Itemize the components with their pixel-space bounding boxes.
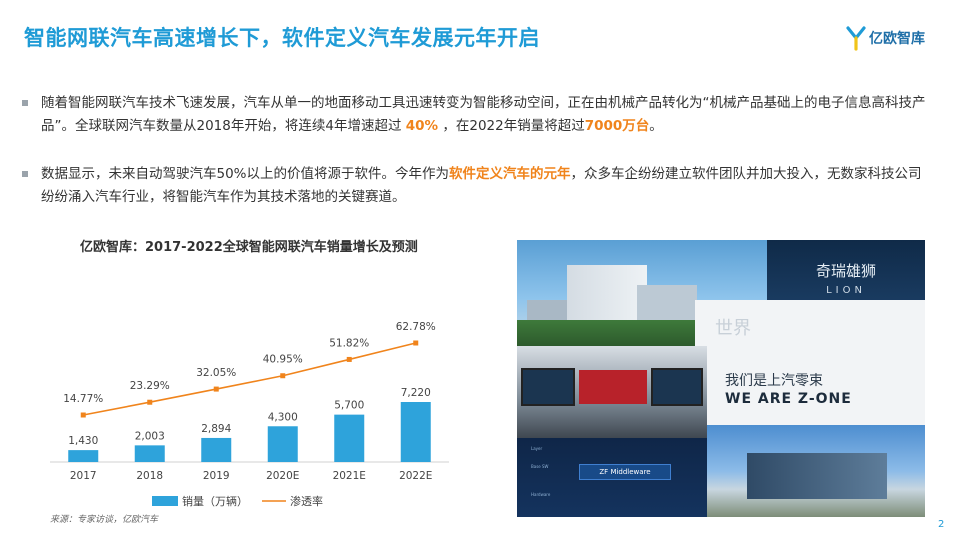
penetration-line bbox=[83, 342, 416, 416]
photo-meeting-room bbox=[517, 346, 707, 438]
bullet-paragraph: 随着智能网联汽车技术飞速发展，汽车从单一的地面移动工具迅速转变为智能移动空间，正… bbox=[22, 92, 934, 138]
line-value-label: 14.77% bbox=[63, 393, 103, 405]
bar-value-label: 2,003 bbox=[135, 430, 165, 442]
x-tick-label: 2021E bbox=[333, 470, 366, 482]
bullet-square-icon bbox=[22, 171, 28, 177]
chery-en-text: LION bbox=[826, 285, 866, 296]
bar bbox=[134, 445, 165, 462]
page-number: 2 bbox=[938, 519, 945, 530]
line-point bbox=[80, 412, 86, 418]
zone-en-text: WE ARE Z-ONE bbox=[725, 391, 852, 407]
zone-big-text: 世界 bbox=[715, 318, 751, 339]
bar bbox=[68, 450, 99, 462]
source-note: 来源：专家访谈，亿欧汽车 bbox=[50, 515, 159, 525]
bar-value-label: 2,894 bbox=[201, 423, 231, 435]
page-title: 智能网联汽车高速增长下，软件定义汽车发展元年开启 bbox=[24, 26, 540, 50]
middleware-label: ZF Middleware bbox=[579, 464, 671, 480]
x-tick-label: 2022E bbox=[399, 470, 432, 482]
bar bbox=[334, 414, 365, 462]
bar bbox=[267, 426, 298, 462]
logo-mark-icon bbox=[846, 26, 866, 51]
bullet-square-icon bbox=[22, 100, 28, 106]
legend-bar-label: 销量（万辆） bbox=[182, 494, 248, 508]
bar-value-label: 5,700 bbox=[334, 400, 364, 412]
bar-value-label: 7,220 bbox=[401, 387, 431, 399]
highlight-text: 软件定义汽车的元年 bbox=[449, 166, 571, 182]
line-point bbox=[280, 373, 286, 379]
photo-zone-wall: 世界 我们是上汽零束 WE ARE Z-ONE bbox=[695, 300, 925, 425]
photo-collage: 奇瑞雄狮 LION 世界 我们是上汽零束 WE ARE Z-ONE Layer … bbox=[517, 240, 925, 517]
sales-chart: 1,430 2017 2,003 2018 2,894 2019 4,300 2020E 5,7… bbox=[50, 321, 449, 508]
line-value-label: 62.78% bbox=[396, 321, 436, 333]
line-point bbox=[346, 356, 352, 362]
line-value-label: 23.29% bbox=[130, 380, 170, 392]
photo-building bbox=[517, 240, 767, 346]
x-tick-label: 2019 bbox=[203, 470, 230, 482]
legend-bar-swatch bbox=[152, 496, 178, 506]
x-tick-label: 2020E bbox=[266, 470, 299, 482]
photo-middleware-diagram: Layer Base SW ZF Middleware Hardware bbox=[517, 438, 707, 517]
brand-logo: 亿欧智库 bbox=[846, 24, 925, 52]
logo-text: 亿欧智库 bbox=[869, 31, 925, 47]
chery-cn-text: 奇瑞雄狮 bbox=[815, 262, 876, 280]
bar bbox=[201, 437, 232, 462]
bar bbox=[400, 402, 431, 462]
line-value-label: 32.05% bbox=[196, 367, 236, 379]
chart-title: 亿欧智库：2017-2022全球智能网联汽车销量增长及预测 bbox=[80, 240, 418, 255]
line-value-label: 51.82% bbox=[329, 337, 369, 349]
line-point bbox=[213, 386, 219, 392]
line-point bbox=[413, 340, 419, 346]
line-point bbox=[147, 399, 153, 405]
line-value-label: 40.95% bbox=[263, 354, 303, 366]
bullet-text: 随着智能网联汽车技术飞速发展，汽车从单一的地面移动工具迅速转变为智能移动空间，正… bbox=[41, 95, 926, 134]
highlight-text: 40% bbox=[405, 118, 439, 134]
bullet-text: 数据显示，未来自动驾驶汽车50%以上的价值将源于软件。今年作为软件定义汽车的元年… bbox=[41, 166, 922, 205]
zone-cn-text: 我们是上汽零束 bbox=[725, 373, 823, 389]
bar-value-label: 1,430 bbox=[68, 435, 98, 447]
legend-line-label: 渗透率 bbox=[290, 494, 323, 508]
x-tick-label: 2018 bbox=[136, 470, 163, 482]
highlight-text: 7000万台 bbox=[584, 118, 650, 134]
bullet-paragraph: 数据显示，未来自动驾驶汽车50%以上的价值将源于软件。今年作为软件定义汽车的元年… bbox=[22, 163, 934, 209]
bar-value-label: 4,300 bbox=[268, 411, 298, 423]
x-tick-label: 2017 bbox=[70, 470, 97, 482]
photo-hq-building bbox=[707, 425, 925, 517]
